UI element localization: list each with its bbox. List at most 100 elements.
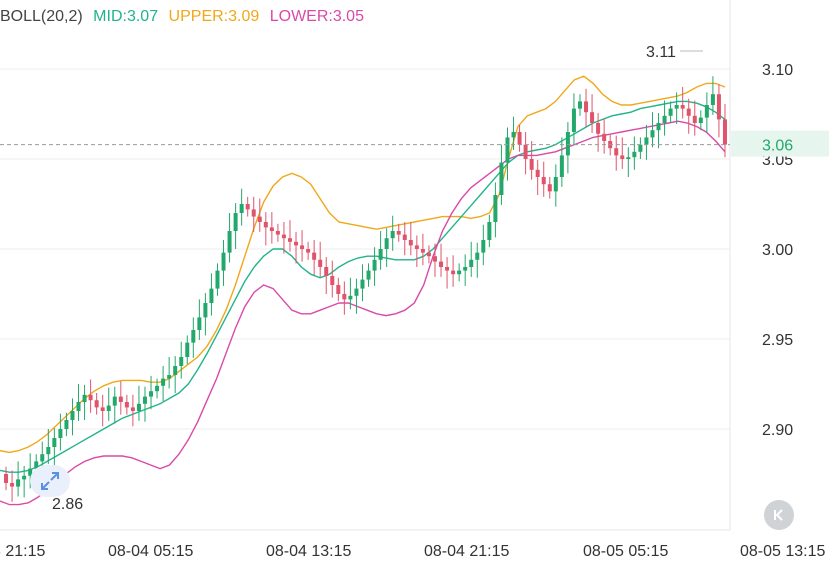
candle	[722, 104, 727, 158]
candle	[668, 101, 673, 123]
candle	[529, 141, 534, 180]
candle	[674, 92, 679, 124]
high-annotation: 3.11	[646, 44, 676, 61]
candle	[88, 379, 93, 413]
candle	[130, 394, 135, 427]
legend-mid: MID:3.07	[93, 8, 159, 25]
candle	[142, 386, 147, 422]
back-to-latest-button[interactable]	[764, 500, 794, 530]
candle	[155, 378, 160, 399]
candle	[451, 255, 456, 287]
candle	[167, 357, 172, 389]
candle	[149, 375, 154, 410]
candle	[402, 222, 407, 256]
candle	[445, 257, 450, 289]
candle	[614, 135, 619, 171]
candle	[76, 384, 81, 421]
candle	[426, 245, 431, 264]
candle	[269, 212, 274, 244]
candle	[457, 263, 462, 282]
candle	[535, 159, 540, 195]
candle	[414, 235, 419, 267]
candle	[136, 385, 141, 421]
candle	[505, 127, 510, 181]
candle	[390, 215, 395, 251]
candle	[251, 196, 256, 232]
x-tick-label: 08-04 13:15	[266, 543, 352, 560]
candle	[294, 231, 299, 264]
candle	[354, 278, 359, 314]
candle	[662, 100, 667, 136]
x-tick-label: 08-04 21:15	[424, 543, 510, 560]
candle	[82, 384, 87, 420]
boll-legend: BOLL(20,2) MID:3.07 UPPER:3.09 LOWER:3.0…	[0, 8, 370, 26]
y-tick-label: 2.90	[762, 422, 793, 439]
candle	[118, 381, 123, 415]
candle	[493, 182, 498, 238]
x-tick-label: 08-05 13:15	[740, 543, 826, 560]
upper-band-line	[0, 75, 726, 454]
candle	[209, 273, 214, 316]
candle	[233, 203, 238, 249]
candle	[571, 93, 576, 145]
candle	[638, 137, 643, 159]
candle	[287, 220, 292, 252]
candle	[106, 387, 111, 421]
candle	[366, 263, 371, 287]
candle	[650, 112, 655, 148]
candle	[692, 100, 697, 136]
candle	[565, 122, 570, 174]
candle	[324, 257, 329, 294]
candle	[336, 277, 341, 302]
expand-button[interactable]	[30, 465, 70, 497]
low-annotation: 2.86	[52, 496, 83, 513]
candle	[94, 393, 99, 415]
current-price-badge	[731, 130, 829, 157]
candle	[10, 470, 15, 502]
legend-lower: LOWER:3.05	[269, 8, 364, 25]
candle	[239, 188, 244, 226]
candle	[584, 88, 589, 128]
candle	[275, 223, 280, 242]
candle	[318, 241, 323, 277]
x-tick-label: 08-05 05:15	[583, 543, 669, 560]
candle	[596, 113, 601, 152]
candle	[577, 94, 582, 116]
candle	[439, 243, 444, 277]
candle	[590, 94, 595, 133]
candle	[64, 412, 69, 437]
candle	[16, 461, 21, 497]
candle	[499, 144, 504, 205]
x-tick-label: 08-04 05:15	[108, 543, 194, 560]
candle	[4, 466, 9, 491]
candle	[215, 263, 220, 296]
candle	[547, 177, 552, 199]
candle	[680, 87, 685, 119]
candle	[312, 240, 317, 276]
candle	[704, 92, 709, 133]
candle	[221, 240, 226, 286]
candle	[52, 428, 57, 465]
candle	[656, 113, 661, 149]
candle	[384, 228, 389, 267]
candle	[517, 124, 522, 152]
candle	[632, 136, 637, 170]
candle	[710, 76, 715, 115]
candle	[330, 260, 335, 298]
candle	[22, 465, 27, 498]
legend-name: BOLL(20,2)	[0, 8, 83, 25]
candle	[475, 242, 480, 278]
candle	[523, 132, 528, 175]
lower-band-line	[0, 120, 726, 506]
candle	[124, 394, 129, 415]
candle	[227, 213, 232, 263]
candle	[348, 277, 353, 310]
candle	[342, 281, 347, 315]
candle	[372, 247, 377, 286]
candle	[112, 386, 117, 424]
candle	[161, 366, 166, 402]
candle	[541, 161, 546, 197]
expand-arrows-icon	[41, 472, 59, 490]
candle	[396, 223, 401, 242]
